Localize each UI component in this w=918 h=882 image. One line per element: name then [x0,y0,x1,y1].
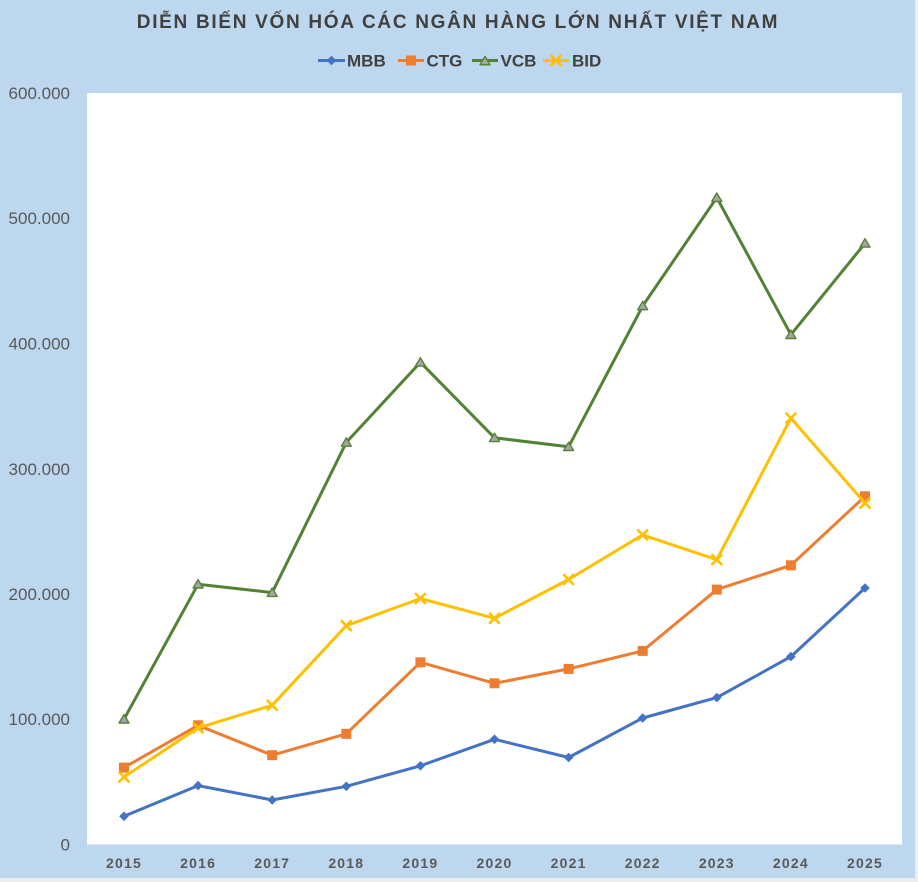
svg-text:0: 0 [61,836,70,855]
svg-text:2019: 2019 [402,855,438,871]
svg-text:DIỄN BIẾN VỐN HÓA CÁC NGÂN HÀN: DIỄN BIẾN VỐN HÓA CÁC NGÂN HÀNG LỚN NHẤT… [137,11,779,33]
svg-text:VCB: VCB [501,52,537,71]
svg-text:CTG: CTG [427,52,463,71]
svg-text:600.000: 600.000 [9,84,70,103]
svg-text:2025: 2025 [847,855,883,871]
svg-text:2018: 2018 [328,855,364,871]
svg-text:2015: 2015 [106,855,142,871]
svg-text:2016: 2016 [180,855,216,871]
svg-text:500.000: 500.000 [9,209,70,228]
svg-text:300.000: 300.000 [9,460,70,479]
svg-text:MBB: MBB [347,52,386,71]
svg-text:BID: BID [572,52,601,71]
svg-text:2020: 2020 [477,855,513,871]
svg-text:2021: 2021 [551,855,587,871]
svg-text:2017: 2017 [254,855,290,871]
svg-text:2023: 2023 [699,855,735,871]
svg-text:2024: 2024 [773,855,809,871]
svg-text:100.000: 100.000 [9,710,70,729]
svg-text:2022: 2022 [625,855,661,871]
svg-text:200.000: 200.000 [9,585,70,604]
svg-text:400.000: 400.000 [9,335,70,354]
